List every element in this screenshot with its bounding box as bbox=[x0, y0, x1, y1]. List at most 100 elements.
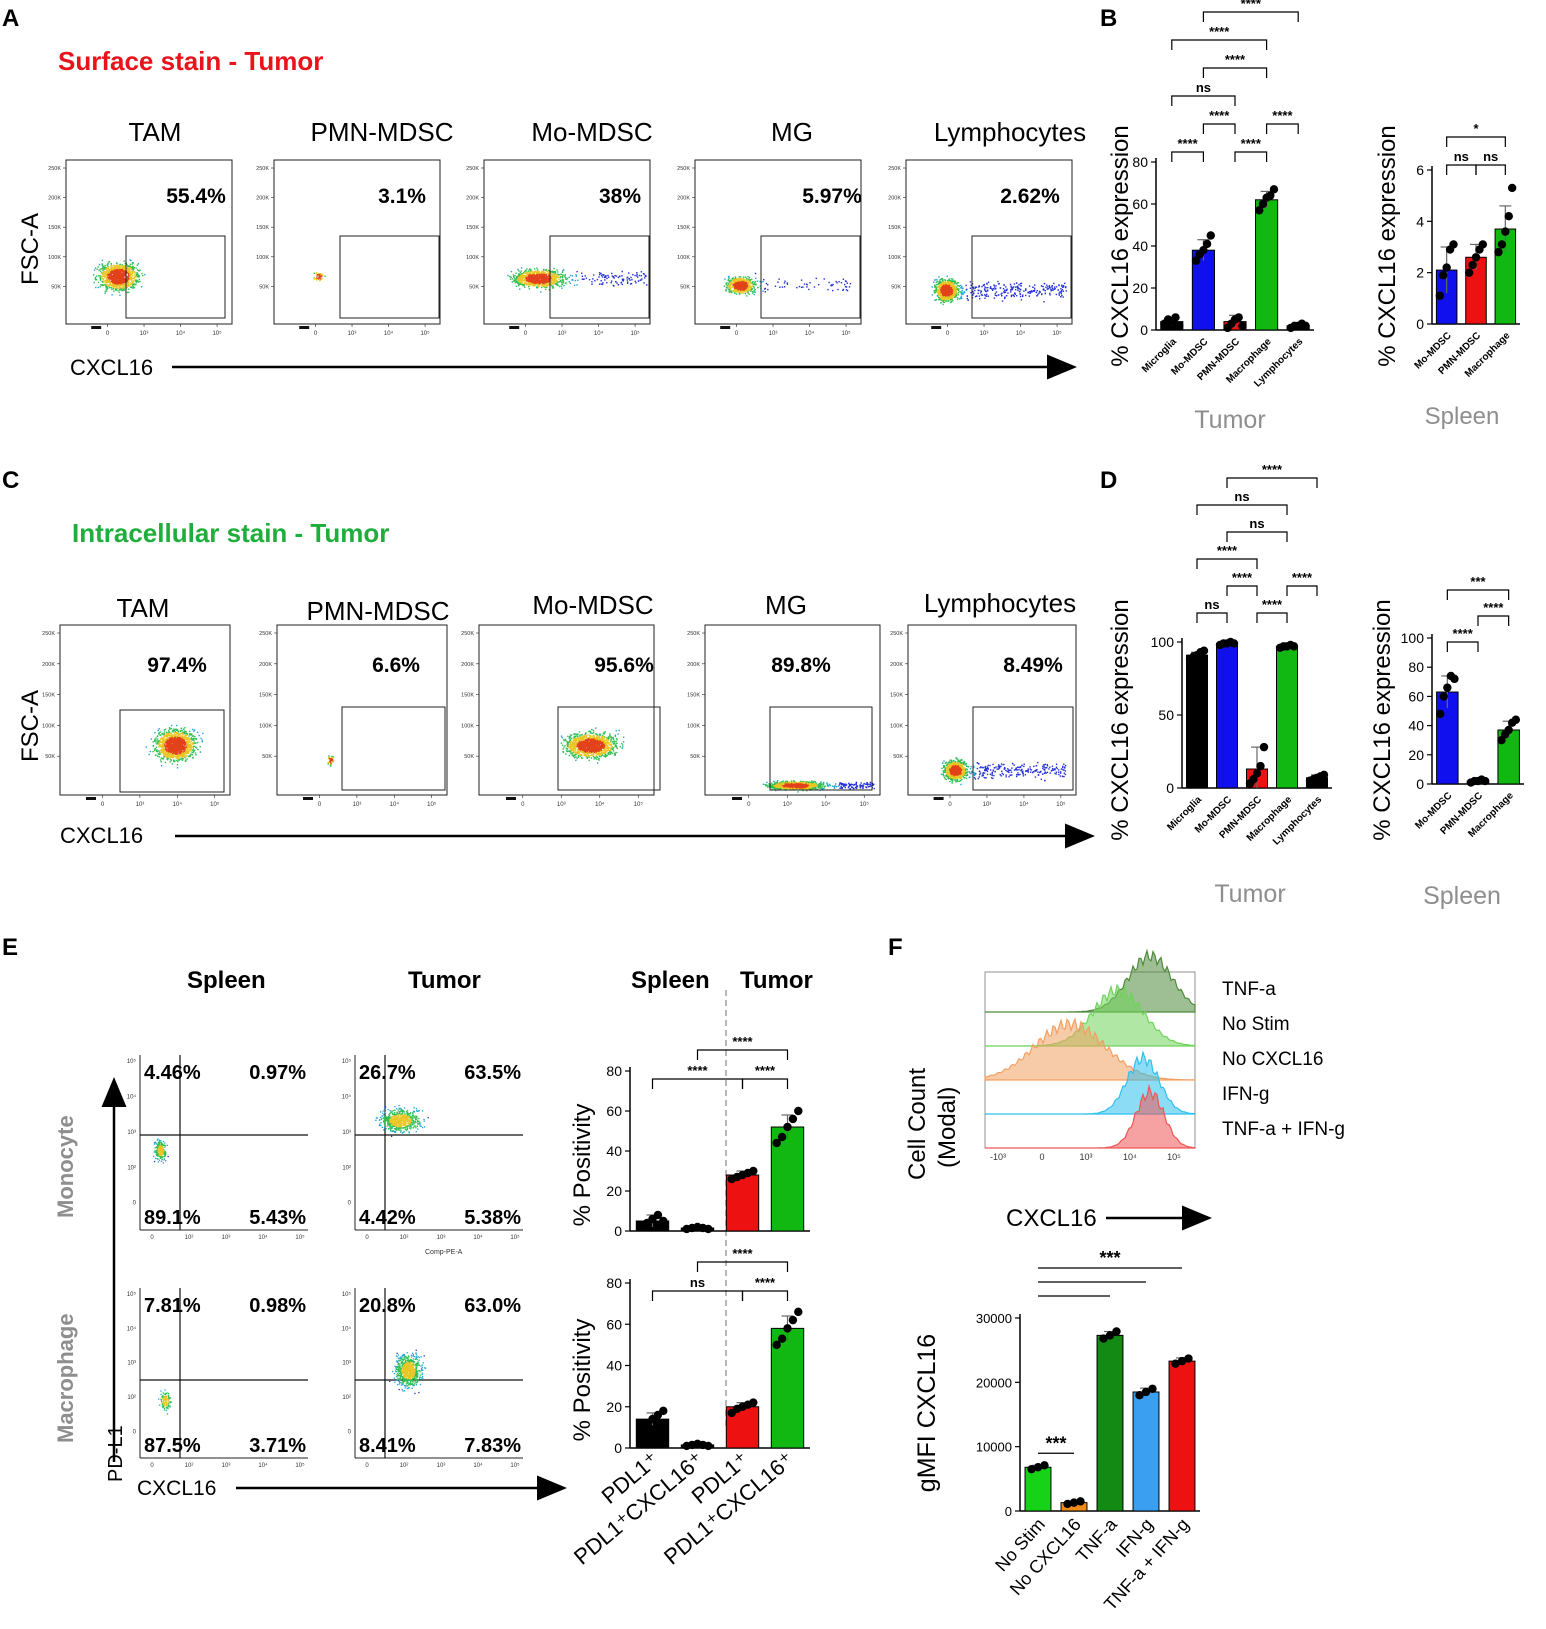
event-dot bbox=[526, 271, 528, 273]
event-dot bbox=[842, 288, 845, 291]
event-dot bbox=[1007, 292, 1009, 294]
event-dot bbox=[111, 282, 114, 284]
event-dot bbox=[1003, 284, 1005, 286]
event-dot bbox=[518, 277, 521, 279]
event-dot bbox=[109, 274, 111, 276]
event-dot bbox=[551, 281, 553, 284]
event-dot bbox=[942, 289, 945, 291]
event-dot bbox=[956, 288, 959, 290]
event-dot bbox=[137, 281, 140, 283]
event-dot bbox=[529, 278, 532, 280]
event-dot bbox=[735, 279, 737, 281]
axis-marker bbox=[509, 326, 520, 329]
event-dot bbox=[754, 272, 757, 275]
x-tick-label: 10⁵ bbox=[420, 330, 430, 337]
event-dot bbox=[940, 302, 942, 304]
event-dot bbox=[598, 283, 601, 285]
panel-label-f: F bbox=[888, 934, 903, 961]
event-dot bbox=[119, 270, 122, 272]
event-dot bbox=[936, 286, 939, 288]
event-dot bbox=[97, 266, 99, 268]
event-dot bbox=[985, 287, 987, 289]
event-dot bbox=[117, 274, 119, 276]
event-dot bbox=[515, 272, 517, 274]
event-dot bbox=[107, 285, 110, 287]
event-dot bbox=[107, 274, 110, 277]
event-dot bbox=[562, 269, 565, 271]
event-dot bbox=[157, 740, 160, 742]
event-dot bbox=[966, 295, 969, 297]
event-dot bbox=[534, 284, 536, 287]
event-dot bbox=[523, 284, 525, 286]
event-dot bbox=[530, 269, 532, 272]
event-dot bbox=[106, 280, 108, 282]
event-dot bbox=[729, 287, 732, 290]
event-dot bbox=[744, 283, 746, 285]
event-dot bbox=[122, 284, 124, 286]
event-dot bbox=[512, 274, 515, 276]
event-dot bbox=[961, 291, 963, 293]
event-dot bbox=[176, 728, 178, 731]
event-dot bbox=[514, 277, 516, 280]
event-dot bbox=[813, 286, 816, 288]
event-dot bbox=[939, 287, 941, 290]
event-dot bbox=[163, 755, 165, 757]
event-dot bbox=[116, 270, 118, 273]
event-dot bbox=[526, 277, 529, 279]
event-dot bbox=[546, 278, 548, 280]
y-tick-label: 150K bbox=[48, 225, 61, 231]
event-dot bbox=[105, 268, 107, 271]
event-dot bbox=[101, 273, 104, 276]
event-dot bbox=[112, 264, 115, 267]
axis-marker bbox=[931, 326, 942, 329]
event-dot bbox=[953, 286, 956, 288]
event-dot bbox=[181, 756, 184, 758]
event-dot bbox=[133, 283, 135, 285]
event-dot bbox=[808, 288, 810, 291]
event-dot bbox=[191, 738, 193, 740]
event-dot bbox=[541, 276, 543, 279]
event-dot bbox=[740, 282, 743, 284]
event-dot bbox=[933, 292, 936, 294]
event-dot bbox=[800, 286, 803, 289]
event-dot bbox=[762, 280, 764, 283]
event-dot bbox=[179, 758, 181, 760]
event-dot bbox=[128, 284, 130, 286]
event-dot bbox=[940, 287, 942, 290]
event-dot bbox=[538, 284, 540, 286]
event-dot bbox=[122, 287, 125, 289]
event-dot bbox=[105, 286, 107, 288]
event-dot bbox=[189, 733, 191, 736]
y-tick-label: 250K bbox=[466, 166, 479, 172]
event-dot bbox=[114, 279, 117, 281]
event-dot bbox=[137, 274, 140, 277]
event-dot bbox=[157, 729, 159, 732]
event-dot bbox=[531, 279, 533, 282]
event-dot bbox=[729, 282, 732, 285]
event-dot bbox=[954, 291, 956, 293]
event-dot bbox=[550, 270, 552, 273]
event-dot bbox=[196, 741, 199, 744]
event-dot bbox=[746, 291, 748, 293]
event-dot bbox=[1033, 290, 1035, 292]
event-dot bbox=[525, 272, 527, 275]
event-dot bbox=[520, 280, 522, 282]
event-dot bbox=[537, 278, 539, 281]
event-dot bbox=[192, 739, 195, 741]
event-dot bbox=[112, 277, 114, 279]
event-dot bbox=[753, 285, 755, 288]
event-dot bbox=[737, 283, 739, 286]
event-dot bbox=[119, 276, 121, 279]
event-dot bbox=[522, 271, 525, 274]
event-dot bbox=[603, 274, 605, 276]
flow-a-plot-0-gate bbox=[125, 235, 226, 319]
event-dot bbox=[1018, 291, 1021, 293]
event-dot bbox=[952, 283, 954, 285]
event-dot bbox=[546, 276, 548, 278]
event-dot bbox=[1048, 285, 1051, 287]
event-dot bbox=[127, 277, 129, 279]
event-dot bbox=[727, 282, 730, 285]
event-dot bbox=[1032, 286, 1034, 288]
event-dot bbox=[777, 281, 779, 283]
